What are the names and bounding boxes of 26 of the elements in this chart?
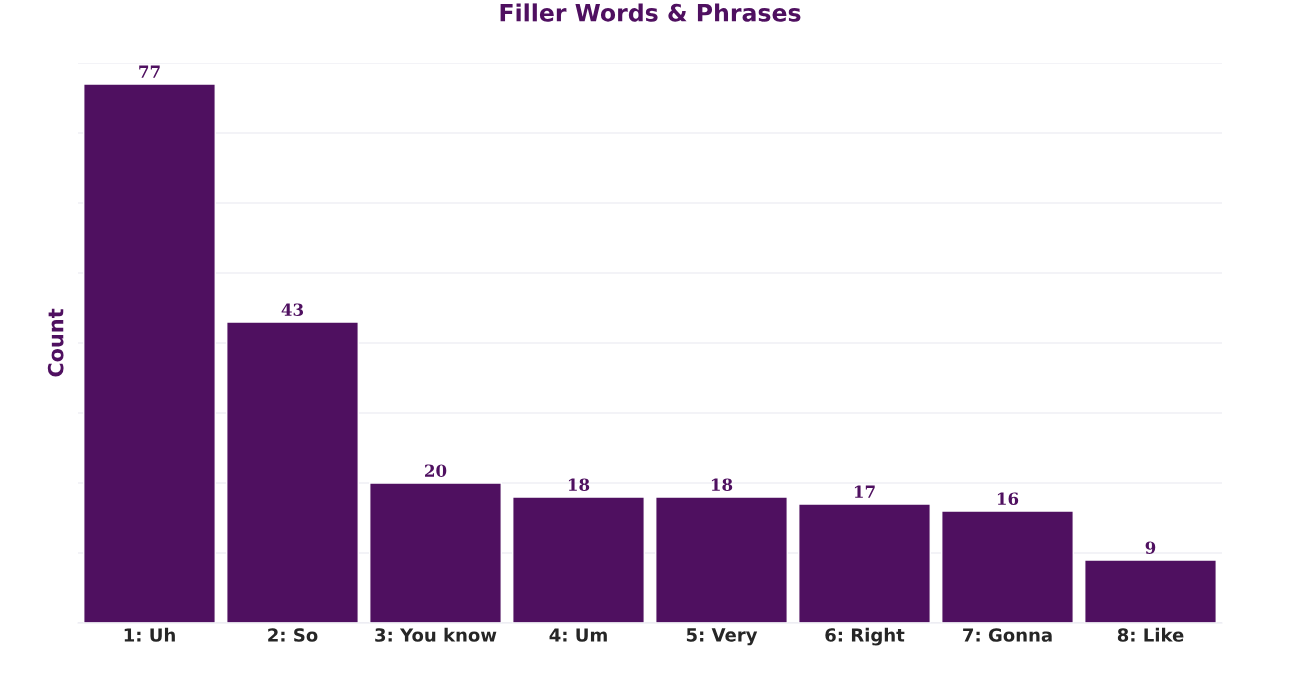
bar [1084, 559, 1217, 623]
data-label: 17 [854, 485, 875, 498]
x-tick-label: 2: So [268, 628, 318, 642]
y-axis-title: Count [47, 308, 64, 377]
x-tick-label: 4: Um [549, 628, 607, 642]
x-tick-label: 1: Uh [124, 627, 175, 642]
data-label: 18 [568, 478, 590, 491]
data-label: 9 [1145, 541, 1156, 554]
bar [941, 510, 1074, 623]
bar [226, 321, 359, 623]
data-label: 77 [139, 65, 160, 78]
x-tick-label: 6: Right [825, 627, 905, 646]
data-label: 16 [997, 492, 1019, 505]
x-tick-label: 3: You know [375, 627, 497, 642]
data-label: 18 [711, 478, 733, 491]
chart-title: Filler Words & Phrases [500, 3, 801, 22]
bar [512, 496, 645, 623]
bar [83, 83, 216, 623]
data-label: 43 [281, 303, 304, 316]
bar [798, 503, 931, 623]
bar [655, 496, 788, 623]
x-tick-label: 8: Like [1117, 627, 1184, 642]
data-label: 20 [425, 464, 447, 477]
bar [369, 482, 502, 623]
x-tick-label: 5: Very [686, 628, 758, 646]
x-tick-label: 7: Gonna [963, 628, 1052, 642]
